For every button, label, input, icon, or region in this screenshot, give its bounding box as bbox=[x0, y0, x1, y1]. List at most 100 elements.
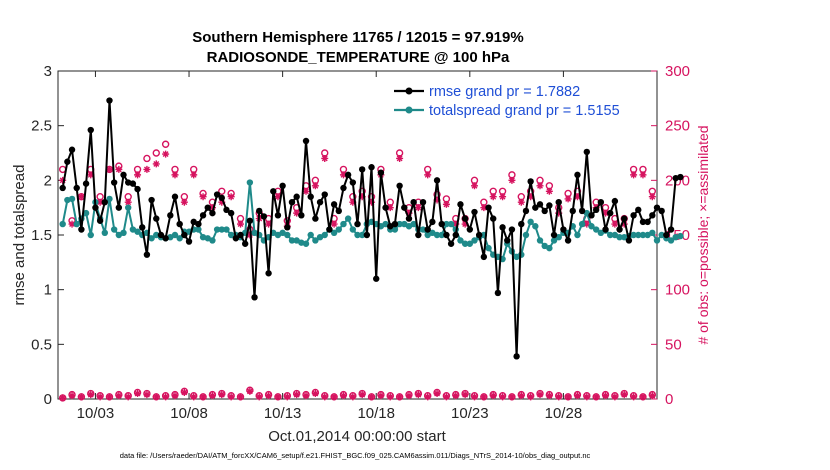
rmse-point bbox=[639, 218, 647, 226]
obs-assimilated-marker bbox=[358, 391, 366, 399]
obs-assimilated-marker bbox=[583, 393, 591, 401]
rmse-point bbox=[223, 206, 230, 214]
obs-assimilated-marker bbox=[208, 204, 216, 212]
rmse-point bbox=[218, 194, 225, 202]
rmse-point bbox=[653, 204, 661, 211]
rmse-point bbox=[391, 220, 399, 228]
obs-assimilated-marker bbox=[536, 391, 544, 399]
rmse-point bbox=[321, 191, 328, 198]
rmse-point bbox=[499, 224, 506, 231]
obs-assimilated-marker bbox=[199, 393, 207, 401]
rmse-point bbox=[635, 206, 642, 214]
x-tick-label: 10/23 bbox=[451, 405, 489, 422]
rmse-point bbox=[195, 220, 202, 228]
obs-assimilated-marker bbox=[555, 209, 563, 217]
rmse-point bbox=[316, 199, 324, 206]
rmse-point bbox=[330, 201, 338, 208]
rmse-point bbox=[265, 270, 272, 277]
obs-assimilated-marker bbox=[424, 171, 432, 179]
obs-assimilated-marker bbox=[152, 160, 160, 168]
obs-assimilated-marker bbox=[87, 171, 95, 179]
rmse-point bbox=[363, 231, 371, 239]
obs-assimilated-marker bbox=[508, 176, 516, 184]
rmse-point bbox=[508, 226, 516, 233]
legend-rmse-label: rmse grand pr = 1.7882 bbox=[429, 84, 580, 100]
legend: rmse grand pr = 1.7882 totalspread grand… bbox=[388, 81, 653, 122]
obs-assimilated-marker bbox=[274, 393, 282, 401]
obs-assimilated-marker bbox=[489, 392, 497, 400]
rmse-point bbox=[644, 218, 651, 226]
rmse-point bbox=[78, 226, 85, 233]
obs-assimilated-marker bbox=[611, 220, 619, 228]
rmse-point bbox=[574, 171, 581, 179]
totalspread-point bbox=[443, 220, 450, 228]
obs-assimilated-marker bbox=[255, 393, 263, 401]
obs-assimilated-marker bbox=[620, 220, 628, 228]
rmse-point bbox=[106, 97, 113, 104]
obs-assimilated-marker bbox=[517, 392, 525, 400]
rmse-point bbox=[677, 173, 684, 181]
obs-assimilated-marker bbox=[620, 391, 628, 399]
totalspread-point bbox=[354, 231, 361, 239]
totalspread-point bbox=[110, 226, 118, 233]
rmse-point bbox=[129, 180, 137, 187]
rmse-point bbox=[87, 126, 94, 134]
rmse-point bbox=[120, 171, 127, 179]
totalspread-point bbox=[171, 231, 179, 239]
obs-assimilated-marker bbox=[396, 393, 404, 401]
obs-assimilated-marker bbox=[386, 393, 394, 401]
obs-assimilated-marker bbox=[442, 393, 450, 401]
y-tick-label-left: 2.5 bbox=[31, 118, 52, 135]
obs-assimilated-marker bbox=[480, 393, 488, 401]
obs-assimilated-marker bbox=[358, 193, 366, 201]
totalspread-point bbox=[349, 226, 357, 233]
totalspread-point bbox=[630, 231, 637, 239]
obs-assimilated-marker bbox=[564, 195, 572, 203]
obs-assimilated-marker bbox=[302, 392, 310, 400]
x-tick-label: 10/28 bbox=[545, 405, 583, 422]
rmse-point bbox=[569, 207, 576, 215]
rmse-point bbox=[260, 213, 268, 220]
rmse-point bbox=[185, 238, 193, 245]
rmse-point bbox=[649, 212, 656, 219]
rmse-point bbox=[251, 294, 258, 301]
rmse-point bbox=[532, 204, 539, 211]
obs-assimilated-marker bbox=[555, 393, 563, 401]
totalspread-point bbox=[134, 228, 141, 235]
y-tick-label-left: 0.5 bbox=[31, 336, 52, 353]
totalspread-point bbox=[419, 226, 427, 233]
totalspread-point bbox=[148, 235, 155, 242]
rmse-point bbox=[546, 202, 553, 209]
obs-assimilated-marker bbox=[302, 187, 310, 195]
chart-title-line1: Southern Hemisphere 11765 / 12015 = 97.9… bbox=[192, 29, 523, 46]
rmse-point bbox=[443, 231, 450, 239]
rmse-point bbox=[550, 231, 558, 239]
rmse-point bbox=[153, 215, 160, 222]
y-axis-label-right: # of obs: o=possible; ×=assimilated bbox=[695, 125, 711, 344]
obs-assimilated-marker bbox=[124, 198, 132, 206]
rmse-point bbox=[447, 240, 455, 247]
rmse-point bbox=[480, 253, 488, 261]
totalspread-point bbox=[588, 223, 595, 230]
obs-assimilated-marker bbox=[96, 393, 104, 401]
totalspread-point bbox=[536, 237, 544, 244]
obs-assimilated-marker bbox=[602, 209, 610, 217]
obs-assimilated-marker bbox=[573, 193, 581, 201]
obs-assimilated-marker bbox=[611, 393, 619, 401]
rmse-point bbox=[560, 226, 567, 233]
y-tick-label-right: 300 bbox=[665, 63, 690, 80]
obs-assimilated-marker bbox=[583, 220, 591, 228]
rmse-point bbox=[616, 226, 623, 233]
obs-assimilated-marker bbox=[573, 392, 581, 400]
obs-assimilated-marker bbox=[246, 387, 254, 395]
rmse-point bbox=[536, 201, 544, 208]
rmse-point bbox=[667, 226, 675, 233]
obs-assimilated-marker bbox=[180, 388, 188, 396]
rmse-point bbox=[578, 207, 586, 215]
obs-assimilated-marker bbox=[68, 392, 76, 400]
obs-assimilated-marker bbox=[349, 198, 357, 206]
obs-assimilated-marker bbox=[414, 204, 422, 212]
rmse-point bbox=[227, 209, 235, 217]
rmse-point bbox=[358, 166, 366, 173]
obs-assimilated-marker bbox=[237, 220, 245, 228]
